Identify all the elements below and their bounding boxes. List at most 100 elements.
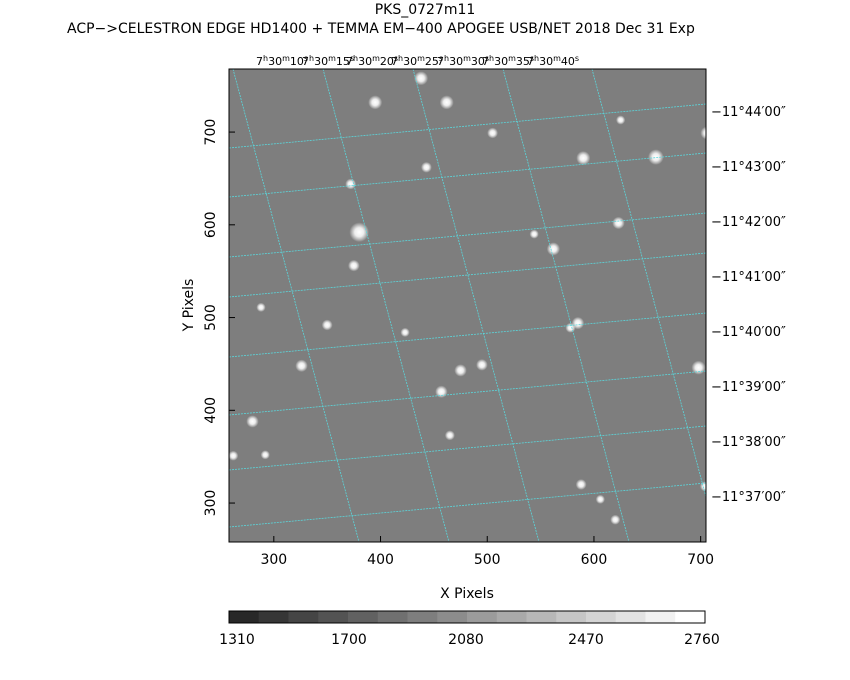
grid-line-ra — [232, 69, 360, 542]
x-axis-title: X Pixels — [440, 586, 494, 602]
dec-labels: −11°44′00″ −11°43′00″ −11°42′00″ −11°41′00″… — [711, 105, 786, 505]
chart-subtitle: ACP−>CELESTRON EDGE HD1400 + TEMMA EM−40… — [67, 21, 695, 37]
star — [595, 494, 605, 504]
colorbar-segment — [318, 611, 349, 623]
colorbar-segment — [348, 611, 379, 623]
colorbar-label: 1700 — [331, 632, 367, 648]
star — [546, 242, 561, 256]
dec-label: −11°44′00″ — [711, 105, 786, 120]
coordinate-grid — [229, 69, 706, 542]
star — [699, 481, 706, 492]
star — [349, 222, 369, 243]
x-tick-label: 500 — [474, 552, 501, 568]
colorbar-segment — [675, 611, 706, 623]
ra-label: 7h30m30s — [437, 54, 489, 69]
star — [321, 319, 333, 331]
image-background — [229, 69, 706, 542]
grid-line-dec — [229, 370, 706, 416]
colorbar-label: 2470 — [568, 632, 604, 648]
grid-line-dec — [229, 482, 706, 528]
grid-line-ra — [322, 69, 450, 542]
y-tick-label: 500 — [203, 304, 219, 331]
chart-title: PKS_0727m11 — [374, 2, 476, 18]
y-tick-label: 700 — [203, 119, 219, 146]
y-tick-label: 600 — [203, 211, 219, 238]
dec-label: −11°40′00″ — [711, 325, 786, 340]
star — [229, 450, 239, 461]
star — [648, 149, 664, 165]
star — [368, 95, 383, 110]
colorbar-frame — [228, 610, 706, 624]
colorbar-segment — [229, 611, 260, 623]
star — [421, 161, 432, 173]
colorbar-segment — [526, 611, 557, 623]
dec-label: −11°39′00″ — [711, 380, 786, 395]
colorbar-segment — [377, 611, 408, 623]
star — [444, 430, 455, 441]
colorbar-segment — [437, 611, 468, 623]
star — [612, 216, 625, 230]
x-tick-label: 400 — [367, 552, 394, 568]
stars-layer — [229, 71, 706, 525]
dec-label: −11°43′00″ — [711, 160, 786, 175]
grid-line-dec — [229, 252, 706, 298]
y-tick-label: 300 — [203, 490, 219, 517]
grid-line-ra — [412, 69, 540, 542]
colorbar-segment — [258, 611, 289, 623]
ra-labels: 7h30m10s7h30m15s7h30m20s7h30m25s7h30m30s… — [256, 54, 579, 69]
dec-label: −11°38′00″ — [711, 435, 786, 450]
star — [700, 126, 706, 140]
grid-line-dec — [229, 103, 706, 149]
x-tick-label: 600 — [581, 552, 608, 568]
ra-label: 7h30m40s — [527, 54, 579, 69]
ra-label: 7h30m25s — [391, 54, 443, 69]
y-tick-label: 400 — [203, 397, 219, 424]
star — [476, 359, 488, 371]
colorbar-segment — [615, 611, 646, 623]
plot-frame — [228, 68, 707, 543]
dec-label: −11°37′00″ — [711, 490, 786, 505]
star — [616, 115, 626, 125]
star — [246, 415, 259, 428]
grid-line-dec — [229, 312, 706, 358]
star — [529, 229, 539, 239]
colorbar-label: 1310 — [219, 632, 255, 648]
star — [565, 322, 576, 333]
star — [256, 302, 266, 312]
grid-line-ra — [502, 69, 630, 542]
grid-line-dec — [229, 212, 706, 258]
colorbar-segment — [407, 611, 438, 623]
grid-line-ra — [591, 69, 706, 499]
dec-label: −11°41′00″ — [711, 270, 786, 285]
ra-label: 7h30m10s — [256, 54, 308, 69]
x-tick-label: 300 — [260, 552, 287, 568]
y-axis-title: Y Pixels — [181, 279, 197, 333]
colorbar-segment — [288, 611, 319, 623]
star — [295, 359, 308, 372]
star — [575, 479, 587, 490]
ra-label: 7h30m20s — [346, 54, 398, 69]
colorbar: 1310 1700 2080 2470 2760 — [219, 610, 720, 648]
star — [610, 514, 621, 525]
star — [260, 450, 270, 460]
star — [345, 178, 357, 190]
star — [414, 71, 429, 86]
star — [439, 95, 454, 110]
star — [454, 364, 467, 377]
grid-line-dec — [229, 152, 706, 198]
colorbar-label: 2760 — [684, 632, 720, 648]
dec-label: −11°42′00″ — [711, 215, 786, 230]
colorbar-segment — [496, 611, 527, 623]
colorbar-segment — [586, 611, 617, 623]
colorbar-segment — [467, 611, 498, 623]
colorbar-segment — [645, 611, 676, 623]
star — [487, 127, 498, 139]
grid-line-dec — [229, 425, 706, 471]
ra-label: 7h30m15s — [302, 54, 354, 69]
star — [348, 259, 360, 272]
ra-label: 7h30m35s — [482, 54, 534, 69]
x-tick-label: 700 — [687, 552, 714, 568]
colorbar-segment — [556, 611, 587, 623]
colorbar-label: 2080 — [448, 632, 484, 648]
